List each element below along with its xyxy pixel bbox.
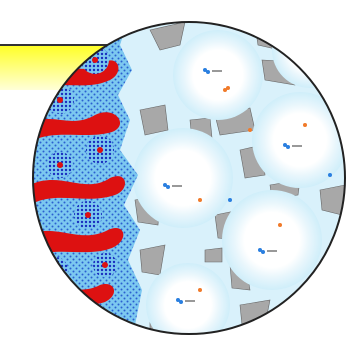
- disc-outline: [32, 21, 346, 335]
- disc: [33, 22, 345, 334]
